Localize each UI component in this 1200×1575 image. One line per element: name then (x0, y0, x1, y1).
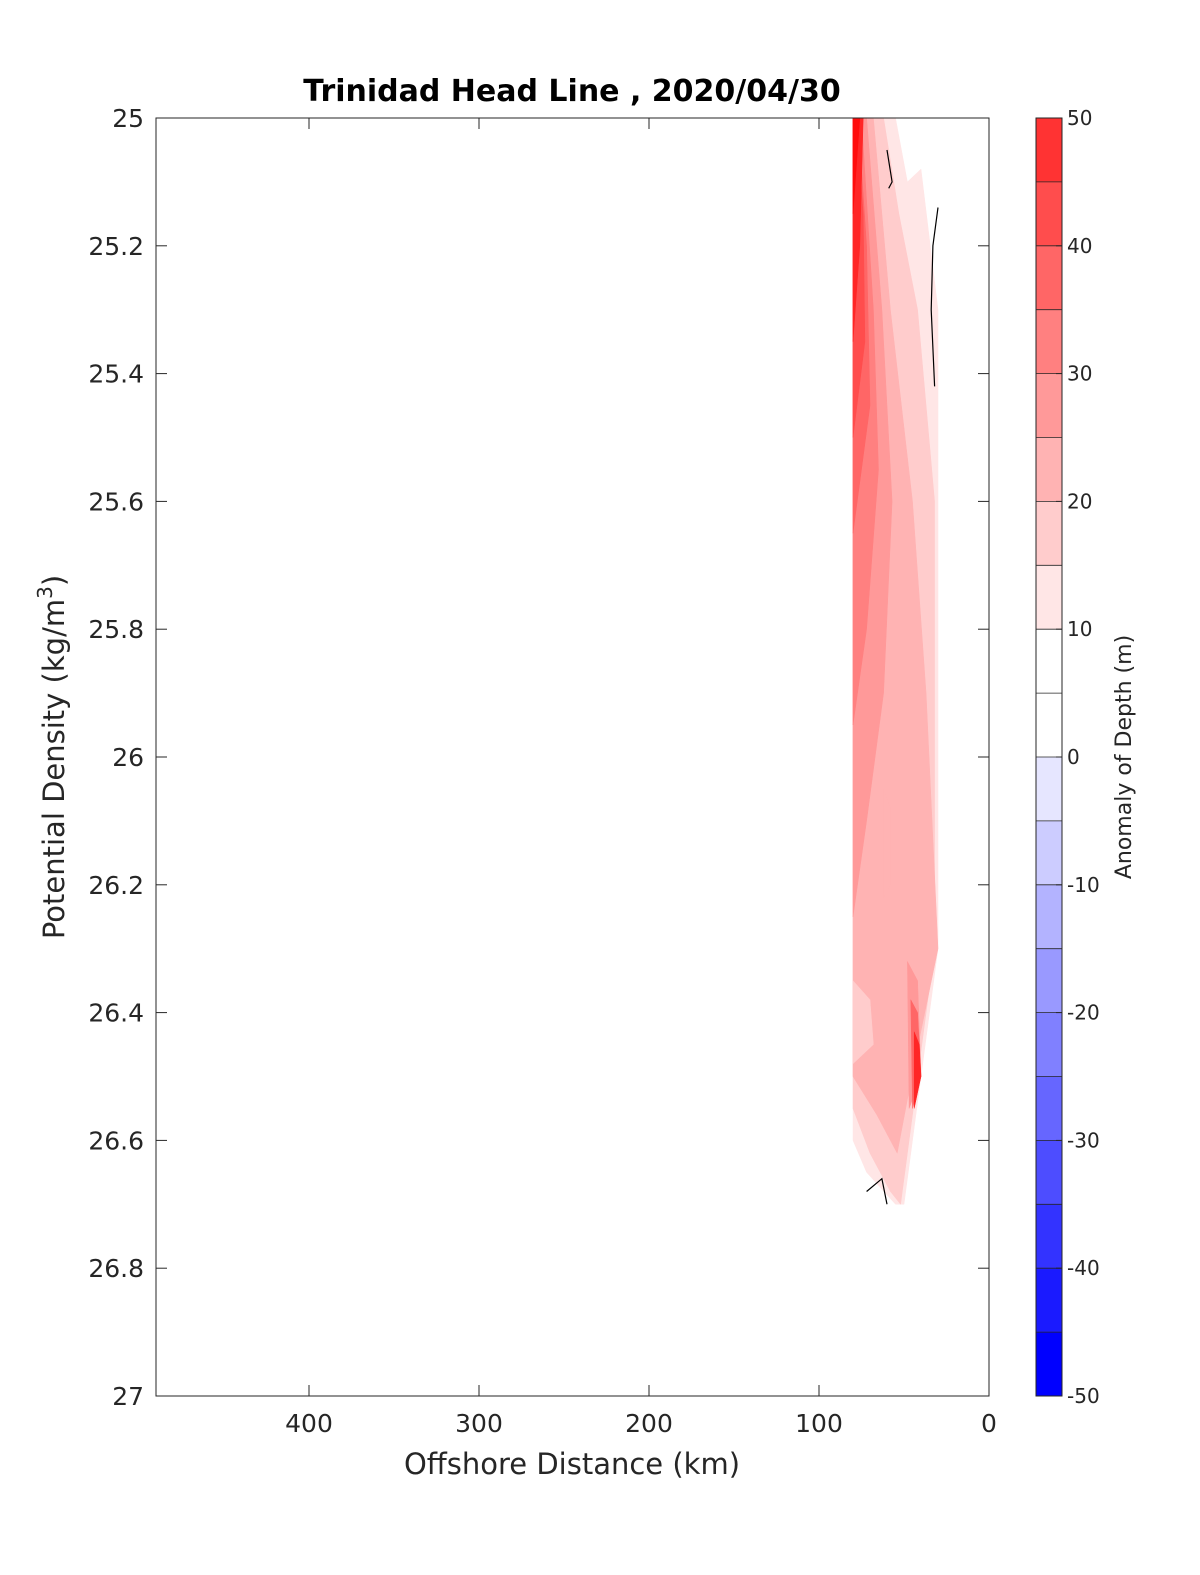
y-tick-label: 26.8 (88, 1254, 144, 1283)
chart-title: Trinidad Head Line , 2020/04/30 (303, 74, 840, 109)
colorbar-tick-label: 0 (1067, 745, 1080, 769)
y-tick-label: 27 (112, 1382, 144, 1411)
colorbar-segment--40 (1036, 1204, 1062, 1269)
y-tick-label: 26.4 (88, 999, 144, 1028)
zero-contour-line-0 (886, 149, 893, 189)
colorbar-segment--10 (1036, 820, 1062, 885)
colorbar-tick-label: -20 (1067, 1001, 1100, 1025)
contour-band-20-10 (883, 788, 891, 898)
colorbar-tick-label: 20 (1067, 489, 1092, 513)
colorbar-segment-30 (1036, 309, 1062, 374)
contour-band-45-13 (913, 1031, 922, 1109)
y-axis-title-main: Potential Density (kg/m (37, 599, 71, 939)
y-axis-title-superscript: 3 (33, 586, 57, 599)
x-tick-label: 0 (981, 1409, 997, 1438)
colorbar-segment-5 (1036, 629, 1062, 694)
colorbar-segment--35 (1036, 1140, 1062, 1205)
colorbar-segment--50 (1036, 1332, 1062, 1396)
colorbar-segment--5 (1036, 757, 1062, 821)
colorbar-tick-label: -30 (1067, 1128, 1100, 1152)
contour-band-15-9 (852, 980, 874, 1065)
colorbar-segments (1036, 117, 1062, 1397)
colorbar-tick-label: -50 (1067, 1384, 1100, 1408)
y-tick-label: 26 (112, 743, 144, 772)
colorbar-tick-label: 10 (1067, 617, 1092, 641)
y-tick-label: 25.2 (88, 232, 144, 261)
zero-contour-line-1 (930, 207, 939, 387)
y-axis-title-end: ) (37, 575, 71, 586)
colorbar-tick-label: -10 (1067, 873, 1100, 897)
contour-fill-layer (852, 117, 939, 1205)
y-tick-label: 25.4 (88, 360, 144, 389)
colorbar-segment-45 (1036, 118, 1062, 182)
x-tick-label: 200 (625, 1409, 673, 1438)
colorbar-segment-15 (1036, 501, 1062, 566)
colorbar-segment--30 (1036, 1076, 1062, 1141)
colorbar-segment--45 (1036, 1268, 1062, 1333)
plot-area: 400 300 200 100 0 25 25.2 25.4 25.6 25.8 26 26.2 26… (88, 104, 997, 1438)
plot-background (156, 118, 989, 1396)
x-tick-label: 100 (795, 1409, 843, 1438)
colorbar-segment--15 (1036, 884, 1062, 949)
colorbar-ticks: 50 40 30 20 10 0 -10 -20 -30 -40 -50 (1056, 106, 1100, 1408)
colorbar-segment-10 (1036, 565, 1062, 630)
y-tick-label: 25.8 (88, 615, 144, 644)
zero-contour-line-2 (866, 1177, 888, 1205)
colorbar-segment-0 (1036, 693, 1062, 757)
colorbar-segment--20 (1036, 948, 1062, 1013)
colorbar-segment-20 (1036, 437, 1062, 502)
colorbar-segment--25 (1036, 1012, 1062, 1077)
colorbar-tick-label: 30 (1067, 362, 1092, 386)
y-tick-label: 25 (112, 104, 144, 133)
y-axis-title: Potential Density (kg/m3) (33, 575, 71, 939)
y-tick-label: 26.6 (88, 1126, 144, 1155)
colorbar-segment-35 (1036, 245, 1062, 310)
y-axis: 25 25.2 25.4 25.6 25.8 26 26.2 26.4 26.6 26.8 27 (88, 104, 989, 1411)
colorbar-tick-label: 40 (1067, 234, 1092, 258)
x-axis-title: Offshore Distance (km) (404, 1447, 740, 1481)
colorbar-segment-25 (1036, 373, 1062, 438)
colorbar: 50 40 30 20 10 0 -10 -20 -30 -40 -50 (1035, 106, 1100, 1408)
colorbar-title: Anomaly of Depth (m) (1112, 635, 1137, 879)
x-tick-label: 400 (285, 1409, 333, 1438)
contour-line-layer (866, 149, 939, 1205)
colorbar-segment-40 (1036, 181, 1062, 246)
colorbar-tick-label: -40 (1067, 1256, 1100, 1280)
colorbar-tick-label: 50 (1067, 106, 1092, 130)
x-axis: 400 300 200 100 0 (285, 118, 997, 1438)
y-tick-label: 26.2 (88, 871, 144, 900)
y-tick-label: 25.6 (88, 487, 144, 516)
x-tick-label: 300 (455, 1409, 503, 1438)
